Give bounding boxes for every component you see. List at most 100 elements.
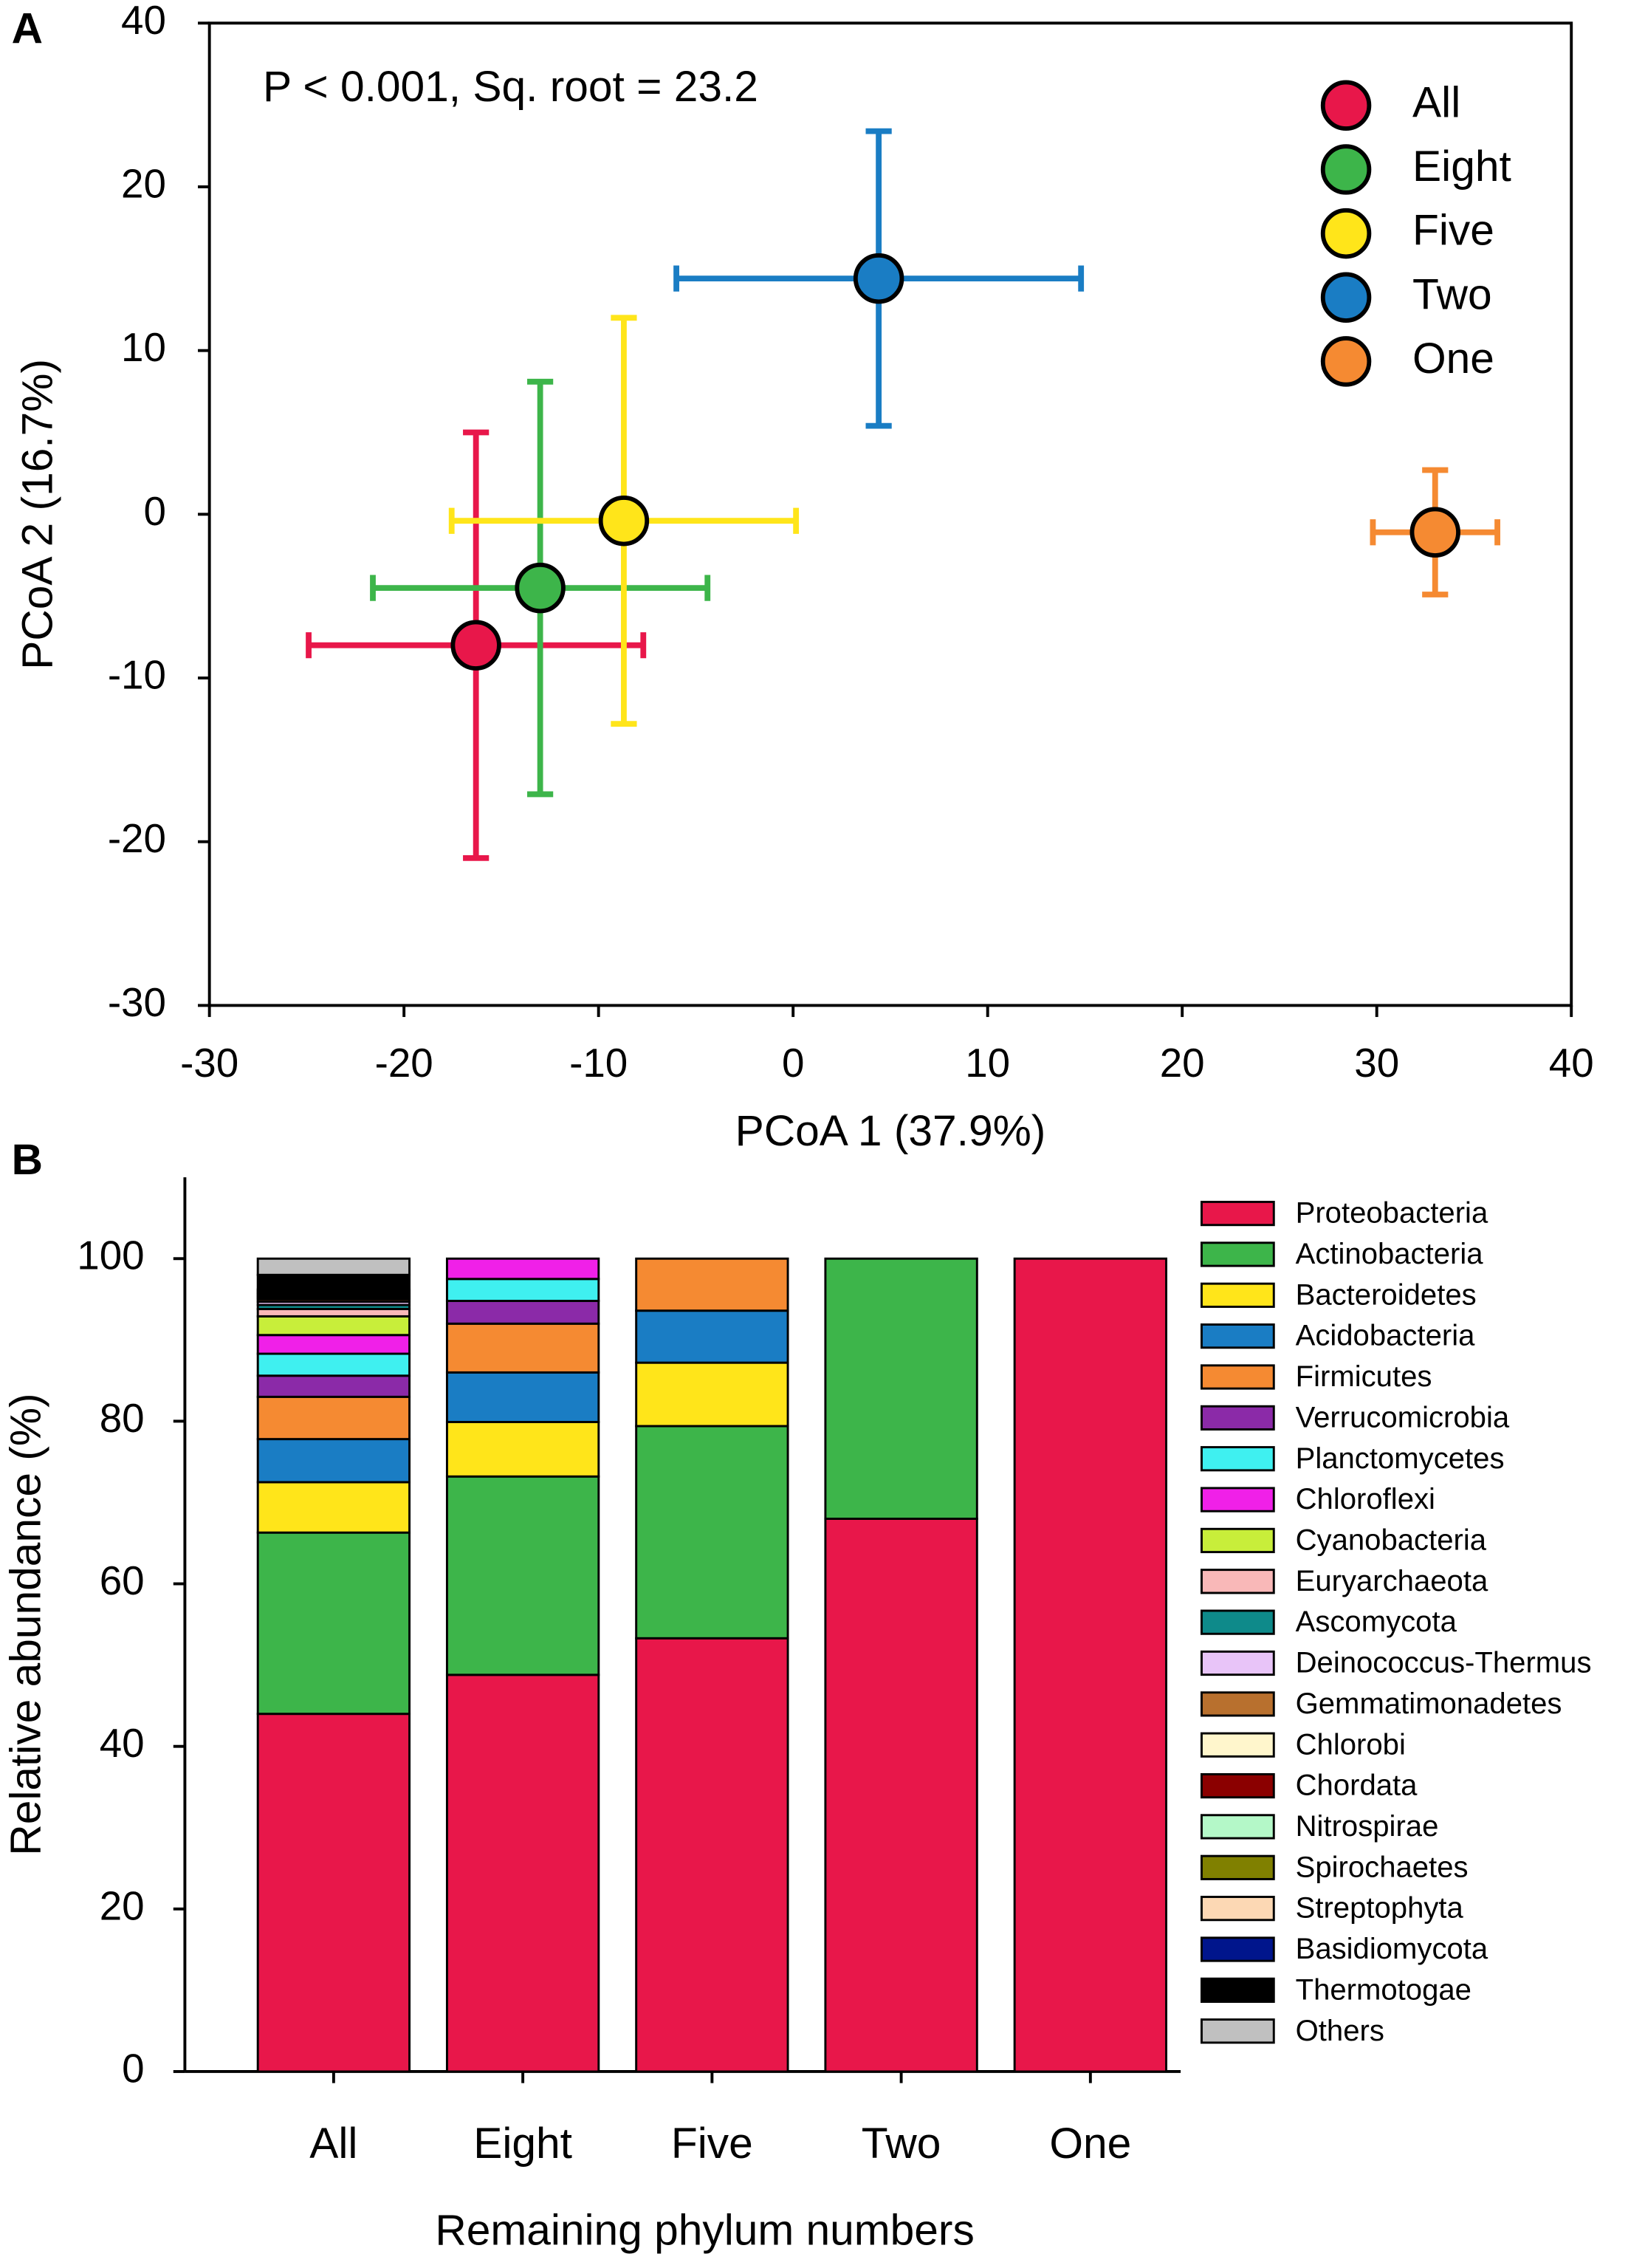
legend-swatch (1200, 1323, 1275, 1349)
annotation: P < 0.001, Sq. root = 23.2 (263, 63, 758, 111)
bar-segment (256, 1315, 411, 1337)
bar-segment (256, 1273, 411, 1291)
legend-swatch (1200, 1854, 1275, 1880)
legend-swatch (1200, 1200, 1275, 1227)
bar-segment (445, 1278, 600, 1302)
bar-segment (445, 1257, 600, 1281)
legend-swatch (1200, 1896, 1275, 1922)
y-tick-label: 100 (77, 1233, 144, 1278)
y-tick-label: -10 (108, 652, 166, 698)
legend-label: Basidiomycota (1296, 1933, 1488, 1965)
x-tick-label: All (309, 2120, 357, 2168)
legend-label: Verrucomicrobia (1296, 1401, 1510, 1433)
legend-swatch (1200, 1650, 1275, 1676)
legend-label: Eight (1412, 143, 1511, 191)
bar-segment (635, 1309, 789, 1364)
legend-swatch (1200, 1364, 1275, 1390)
bar-segment (256, 1481, 411, 1534)
x-tick-label: One (1049, 2120, 1131, 2168)
legend-label: Two (1412, 270, 1492, 318)
y-tick-label: 40 (121, 0, 166, 43)
bar-segment (256, 1334, 411, 1355)
x-tick-label: 10 (965, 1040, 1010, 1086)
x-tick-label: 30 (1354, 1040, 1399, 1086)
y-tick-label: -20 (108, 815, 166, 861)
bar-segment (256, 1438, 411, 1484)
legend-label: Deinococcus-Thermus (1296, 1647, 1592, 1679)
legend-label: Planctomycetes (1296, 1442, 1505, 1475)
point (598, 495, 650, 547)
legend-label: Gemmatimonadetes (1296, 1688, 1562, 1720)
x-axis-label: PCoA 1 (37.9%) (735, 1107, 1046, 1155)
legend-label: Proteobacteria (1296, 1197, 1488, 1230)
bar-segment (635, 1637, 789, 2073)
point (515, 562, 566, 614)
legend-swatch (1200, 1241, 1275, 1267)
y-tick-label: 60 (100, 1558, 145, 1603)
y-axis-label: PCoA 2 (16.7%) (13, 359, 61, 670)
legend-label: Firmicutes (1296, 1360, 1432, 1393)
bar-segment (635, 1425, 789, 1640)
y-tick-label: -30 (108, 979, 166, 1025)
legend-swatch (1200, 1446, 1275, 1472)
legend-swatch (1200, 1691, 1275, 1717)
legend-swatch (1200, 1936, 1275, 1962)
legend-label: All (1412, 78, 1460, 126)
bar-segment (256, 1713, 411, 2073)
bar-segment (635, 1361, 789, 1428)
legend-label: Euryarchaeota (1296, 1565, 1488, 1597)
x-tick-label: 40 (1549, 1040, 1594, 1086)
bar-segment (256, 1308, 411, 1318)
legend-swatch (1200, 1527, 1275, 1554)
legend-label: Acidobacteria (1296, 1320, 1476, 1352)
x-tick-label: 0 (782, 1040, 804, 1086)
legend-label: Chordata (1296, 1769, 1418, 1802)
legend-label: Nitrospirae (1296, 1810, 1439, 1843)
x-tick-label: -30 (180, 1040, 238, 1086)
bar-segment (1013, 1257, 1168, 2073)
x-tick-label: 20 (1160, 1040, 1205, 1086)
legend-label: Others (1296, 2015, 1384, 2047)
panel-label: B (12, 1136, 43, 1184)
legend-label: One (1412, 335, 1494, 383)
legend-swatch (1200, 1772, 1275, 1799)
legend-label: Spirochaetes (1296, 1851, 1469, 1883)
x-tick-label: Five (671, 2120, 753, 2168)
legend-label: Chlorobi (1296, 1728, 1406, 1761)
bar-segment (445, 1673, 600, 2073)
y-tick-label: 80 (100, 1395, 145, 1441)
legend-swatch (1200, 1609, 1275, 1635)
legend-swatch (1200, 1977, 1275, 2003)
bar-segment (445, 1371, 600, 1423)
panel-label: A (12, 5, 43, 53)
legend-label: Actinobacteria (1296, 1238, 1484, 1270)
legend-swatch (1200, 1282, 1275, 1308)
legend-swatch (1200, 1487, 1275, 1512)
y-tick-label: 40 (100, 1720, 145, 1766)
legend-swatch (1200, 1814, 1275, 1840)
legend-swatch (1200, 1569, 1275, 1594)
legend-swatch (1200, 2018, 1275, 2044)
legend-label: Ascomycota (1296, 1606, 1457, 1638)
bar-segment (256, 1352, 411, 1377)
legend-marker (1320, 80, 1372, 131)
legend-marker (1320, 272, 1372, 323)
y-tick-label: 10 (121, 324, 166, 370)
x-tick-label: -10 (569, 1040, 628, 1086)
point (450, 620, 501, 671)
legend-label: Cyanobacteria (1296, 1524, 1487, 1556)
legend-label: Streptophyta (1296, 1892, 1464, 1925)
legend-label: Chloroflexi (1296, 1483, 1435, 1515)
x-tick-label: Eight (473, 2120, 572, 2168)
y-tick-label: 0 (122, 2045, 144, 2091)
legend-marker (1320, 144, 1372, 195)
x-axis-label: Remaining phylum numbers (435, 2207, 974, 2255)
bar-segment (824, 1518, 978, 2073)
bar-segment (635, 1257, 789, 1312)
legend-swatch (1200, 1405, 1275, 1431)
x-tick-label: -20 (375, 1040, 433, 1086)
bar-segment (445, 1300, 600, 1325)
y-tick-label: 20 (100, 1882, 145, 1928)
bar-segment (445, 1475, 600, 1676)
